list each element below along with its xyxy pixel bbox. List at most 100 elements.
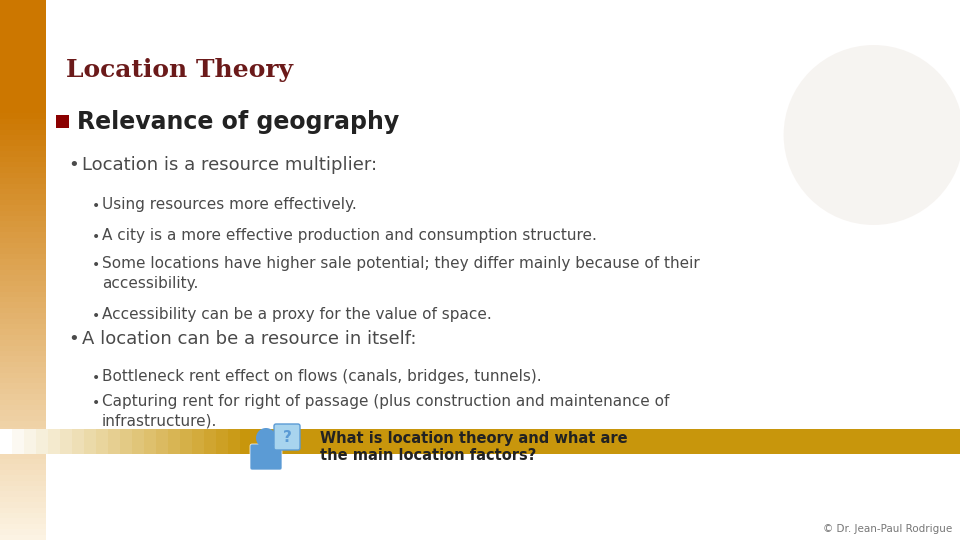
Bar xyxy=(864,429,876,454)
Text: What is location theory and what are: What is location theory and what are xyxy=(320,430,628,445)
Bar xyxy=(0,86,46,92)
Bar xyxy=(396,429,408,454)
Bar xyxy=(408,429,420,454)
Bar xyxy=(0,97,46,103)
Bar xyxy=(204,429,216,454)
Text: Location is a resource multiplier:: Location is a resource multiplier: xyxy=(82,156,377,174)
Bar xyxy=(0,11,46,16)
Bar xyxy=(0,135,46,140)
Bar xyxy=(0,238,46,243)
Bar xyxy=(0,373,46,378)
Bar xyxy=(0,16,46,22)
Bar xyxy=(168,429,180,454)
FancyBboxPatch shape xyxy=(274,424,300,450)
Bar xyxy=(0,32,46,38)
Bar xyxy=(36,429,48,454)
Bar xyxy=(192,429,204,454)
Bar xyxy=(0,0,46,5)
Bar xyxy=(516,429,528,454)
Bar xyxy=(756,429,768,454)
Bar xyxy=(0,113,46,119)
Bar xyxy=(276,429,288,454)
Bar xyxy=(0,232,46,238)
Bar xyxy=(0,529,46,535)
Bar xyxy=(0,319,46,324)
Bar xyxy=(660,429,672,454)
Bar xyxy=(0,275,46,281)
Bar xyxy=(300,429,312,454)
Bar xyxy=(0,254,46,259)
Bar xyxy=(0,173,46,178)
Circle shape xyxy=(783,45,960,225)
Bar xyxy=(744,429,756,454)
Text: •: • xyxy=(92,309,100,323)
Bar xyxy=(24,429,36,454)
Bar xyxy=(48,429,60,454)
Bar xyxy=(0,491,46,497)
Bar xyxy=(768,429,780,454)
Bar xyxy=(0,464,46,470)
Bar xyxy=(468,429,480,454)
Bar xyxy=(240,429,252,454)
Bar xyxy=(0,178,46,184)
Bar xyxy=(0,302,46,308)
Text: •: • xyxy=(92,258,100,272)
Bar xyxy=(684,429,696,454)
Bar xyxy=(84,429,96,454)
Bar xyxy=(432,429,444,454)
Bar xyxy=(0,437,46,443)
Bar xyxy=(216,429,228,454)
Bar xyxy=(0,49,46,54)
Bar xyxy=(372,429,384,454)
Text: •: • xyxy=(92,396,100,410)
Bar xyxy=(0,367,46,373)
Bar xyxy=(936,429,948,454)
Bar xyxy=(0,281,46,286)
Bar xyxy=(0,162,46,167)
Bar xyxy=(0,43,46,49)
Bar xyxy=(0,259,46,265)
Text: Some locations have higher sale potential; they differ mainly because of their
a: Some locations have higher sale potentia… xyxy=(102,256,700,291)
Bar xyxy=(336,429,348,454)
Bar xyxy=(0,119,46,124)
Bar xyxy=(552,429,564,454)
Bar xyxy=(324,429,336,454)
Bar xyxy=(444,429,456,454)
Bar xyxy=(0,497,46,502)
Bar xyxy=(0,167,46,173)
Bar xyxy=(0,184,46,189)
Bar xyxy=(132,429,144,454)
Bar xyxy=(0,27,46,32)
Bar xyxy=(816,429,828,454)
Bar xyxy=(288,429,300,454)
Bar xyxy=(0,535,46,540)
Bar xyxy=(0,270,46,275)
Bar xyxy=(804,429,816,454)
Bar xyxy=(360,429,372,454)
Bar xyxy=(0,108,46,113)
Bar xyxy=(0,189,46,194)
Bar xyxy=(708,429,720,454)
Bar xyxy=(0,194,46,200)
FancyBboxPatch shape xyxy=(250,444,282,470)
Bar xyxy=(0,432,46,437)
Bar xyxy=(0,205,46,211)
Bar xyxy=(0,335,46,340)
Bar xyxy=(0,470,46,475)
Bar xyxy=(0,513,46,518)
Text: ?: ? xyxy=(282,430,292,445)
Bar xyxy=(0,486,46,491)
Bar xyxy=(672,429,684,454)
Text: the main location factors?: the main location factors? xyxy=(320,448,537,462)
Bar xyxy=(696,429,708,454)
Bar xyxy=(480,429,492,454)
Bar xyxy=(0,140,46,146)
Text: Location Theory: Location Theory xyxy=(66,58,293,82)
Bar xyxy=(720,429,732,454)
Bar xyxy=(888,429,900,454)
Text: Capturing rent for right of passage (plus construction and maintenance of
infras: Capturing rent for right of passage (plu… xyxy=(102,394,669,429)
Bar xyxy=(648,429,660,454)
Bar xyxy=(588,429,600,454)
Text: •: • xyxy=(92,372,100,386)
Bar xyxy=(0,65,46,70)
